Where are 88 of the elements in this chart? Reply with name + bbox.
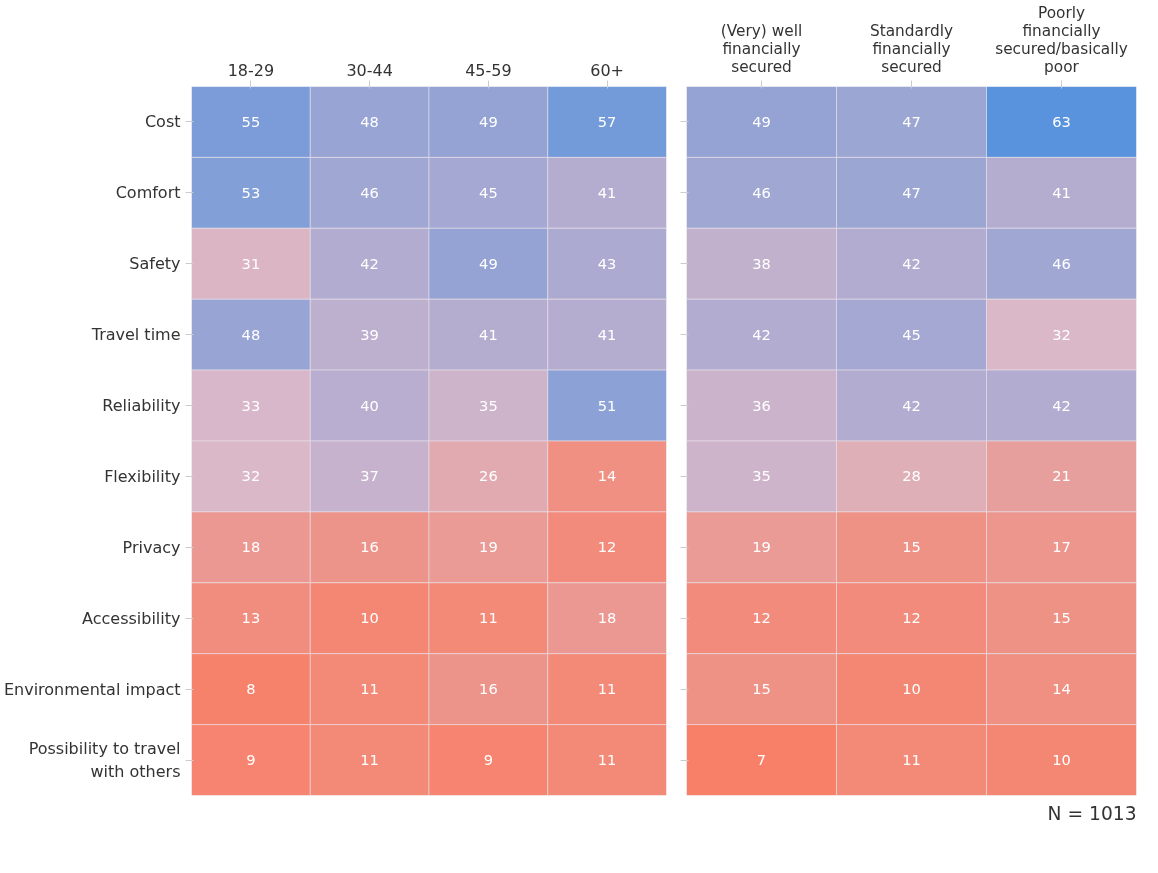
data-label: 9 <box>246 751 256 769</box>
data-label: 45 <box>479 183 498 201</box>
data-label: 49 <box>479 254 498 272</box>
data-label: 41 <box>479 325 498 343</box>
data-label: 12 <box>752 609 771 627</box>
y-tick-label: Possibility to travel with others <box>28 739 181 781</box>
x-tick-label: 60+ <box>590 60 625 80</box>
data-label: 12 <box>597 538 617 556</box>
data-label: 11 <box>360 680 379 698</box>
data-label: 57 <box>597 112 617 130</box>
y-tick-label: Privacy <box>122 537 181 557</box>
data-label: 49 <box>752 112 771 130</box>
y-tick-label: Flexibility <box>104 466 181 486</box>
y-tick-label: Comfort <box>115 183 181 203</box>
data-label: 42 <box>1052 396 1071 414</box>
data-label: 32 <box>1052 325 1071 343</box>
data-label: 7 <box>756 751 767 769</box>
data-label: 49 <box>479 112 498 130</box>
x-tick-label: Standardly financially secured <box>869 21 954 76</box>
data-label: 15 <box>902 538 921 556</box>
data-label: 45 <box>902 325 921 343</box>
data-label: 40 <box>360 396 379 414</box>
data-label: 41 <box>597 183 617 201</box>
data-label: 14 <box>597 467 617 485</box>
data-label: 46 <box>1052 254 1071 272</box>
data-label: 41 <box>597 325 617 343</box>
data-label: 12 <box>902 609 921 627</box>
data-label: 16 <box>479 680 498 698</box>
x-tick-label: (Very) well financially secured <box>720 21 803 76</box>
x-tick-label: 18-29 <box>227 60 275 80</box>
data-label: 36 <box>752 396 771 414</box>
data-label: 21 <box>1052 467 1071 485</box>
y-tick-label: Cost <box>144 112 181 132</box>
data-label: 11 <box>360 751 379 769</box>
data-label: 11 <box>597 680 617 698</box>
data-label: 53 <box>241 183 261 201</box>
data-label: 42 <box>902 396 921 414</box>
data-label: 16 <box>360 538 379 556</box>
data-label: 42 <box>752 325 771 343</box>
y-tick-label: Accessibility <box>82 608 181 628</box>
data-label: 43 <box>597 254 617 272</box>
data-label: 51 <box>597 396 617 414</box>
data-label: 37 <box>360 467 379 485</box>
data-label: 32 <box>241 467 261 485</box>
data-label: 46 <box>752 183 771 201</box>
x-tick-label: 45-59 <box>465 60 512 80</box>
data-label: 15 <box>752 680 771 698</box>
data-label: 8 <box>246 680 256 698</box>
data-label: 33 <box>241 396 261 414</box>
data-label: 48 <box>241 325 261 343</box>
y-tick-label: Safety <box>129 254 181 274</box>
data-label: 11 <box>597 751 617 769</box>
data-label: 47 <box>902 183 921 201</box>
data-label: 31 <box>241 254 261 272</box>
data-label: 46 <box>360 183 379 201</box>
data-label: 35 <box>752 467 771 485</box>
data-label: 35 <box>479 396 498 414</box>
data-label: 18 <box>241 538 261 556</box>
data-label: 15 <box>1052 609 1071 627</box>
data-label: 55 <box>241 112 261 130</box>
data-label: 39 <box>360 325 379 343</box>
y-tick-label: Travel time <box>90 325 181 345</box>
data-label: 18 <box>597 609 617 627</box>
data-label: 17 <box>1052 538 1071 556</box>
data-label: 13 <box>241 609 261 627</box>
x-tick-label: Poorly financially secured/basically poor <box>995 3 1128 76</box>
data-label: 10 <box>902 680 921 698</box>
data-label: 63 <box>1052 112 1071 130</box>
data-label: 10 <box>360 609 379 627</box>
text: N = 1013 <box>1047 802 1137 824</box>
data-label: 42 <box>902 254 921 272</box>
data-label: 48 <box>360 112 379 130</box>
y-tick-label: Reliability <box>102 396 181 416</box>
data-label: 28 <box>902 467 921 485</box>
data-label: 41 <box>1052 183 1071 201</box>
data-label: 38 <box>752 254 771 272</box>
x-tick-label: 30-44 <box>346 60 393 80</box>
data-label: 11 <box>479 609 498 627</box>
data-label: 19 <box>752 538 771 556</box>
data-label: 10 <box>1052 751 1071 769</box>
data-label: 14 <box>1052 680 1071 698</box>
data-label: 19 <box>479 538 498 556</box>
data-label: 26 <box>479 467 498 485</box>
data-label: 47 <box>902 112 921 130</box>
data-label: 42 <box>360 254 379 272</box>
y-tick-label: Environmental impact <box>3 679 181 699</box>
data-label: 9 <box>483 751 494 769</box>
data-label: 11 <box>902 751 921 769</box>
